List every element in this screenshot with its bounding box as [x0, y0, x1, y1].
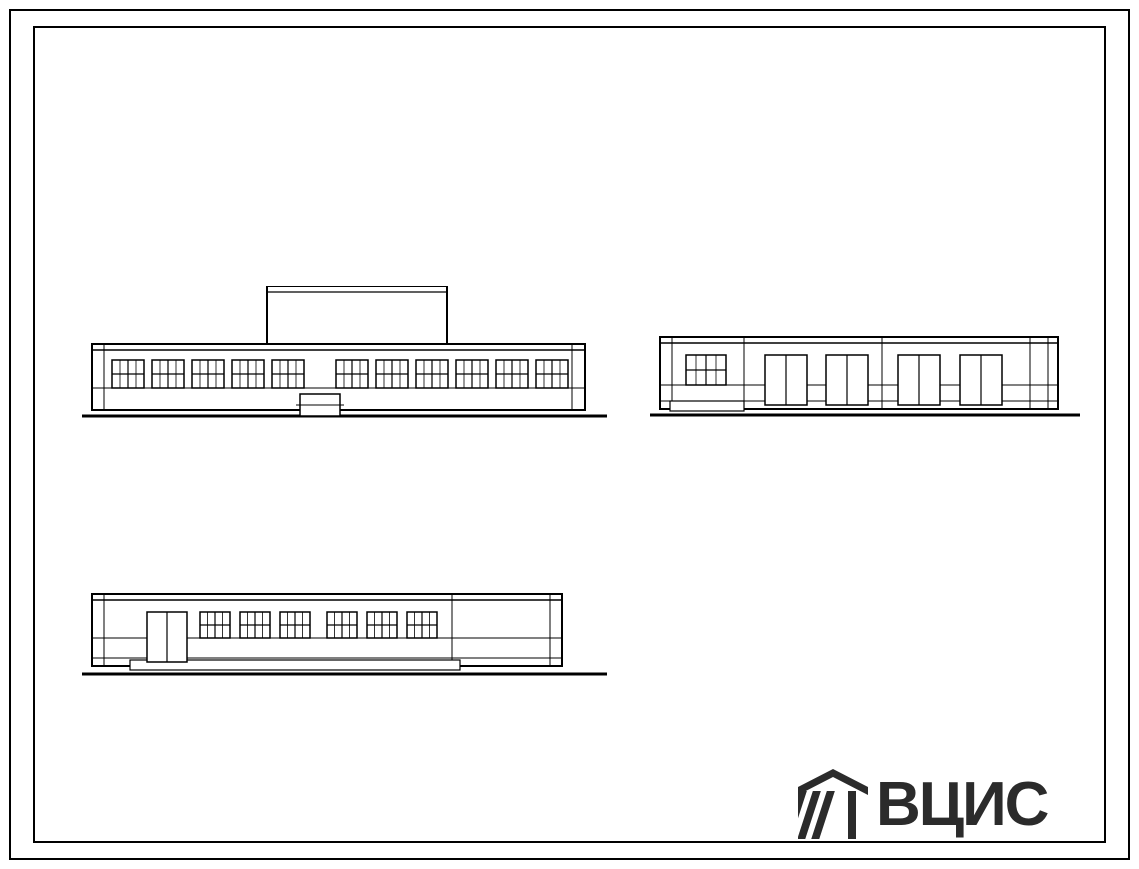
- logo-text: ВЦИС: [876, 769, 1047, 840]
- inner-frame: [33, 26, 1106, 843]
- logo: ВЦИС: [798, 768, 1108, 840]
- elevation-side: [650, 325, 1080, 417]
- elevation-front: [82, 286, 607, 418]
- elevation-rear: [82, 580, 607, 676]
- logo-icon: [798, 769, 868, 839]
